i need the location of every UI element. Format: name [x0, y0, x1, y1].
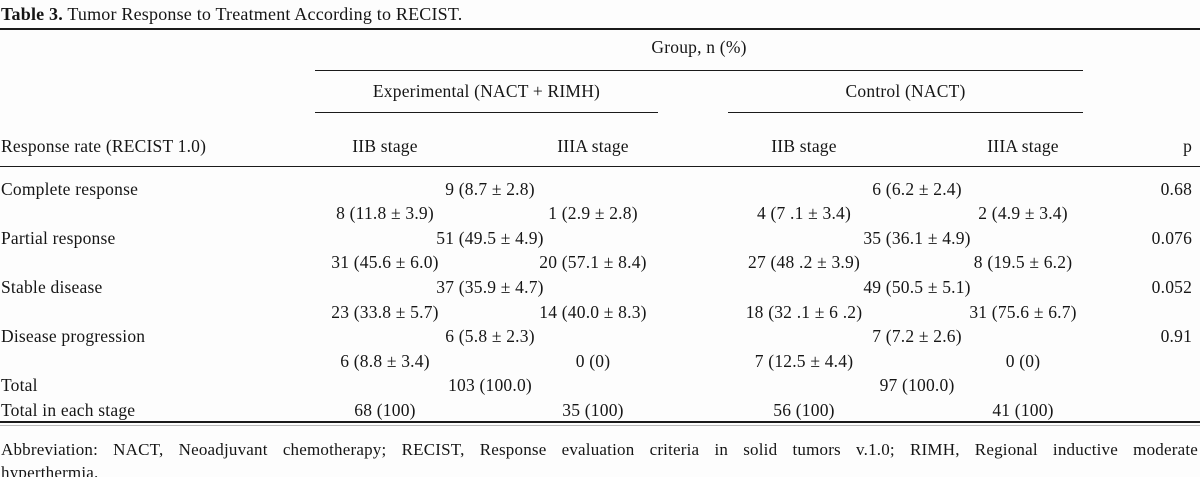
bottom-rule-echo [0, 424, 1200, 426]
empty-cell [0, 298, 282, 323]
empty-cell [1136, 30, 1200, 74]
p-value: 0.076 [1151, 227, 1193, 248]
exp-iiia-value: 20 (57.1 ± 8.4) [539, 252, 647, 273]
group-header-row: Group, n (%) [0, 30, 1200, 74]
table-row-complete-response: Complete response 9 (8.7 ± 2.8) 6 (6.2 ±… [0, 167, 1200, 200]
empty-cell [0, 74, 282, 115]
exp-iib-value: 8 (11.8 ± 3.9) [336, 203, 434, 224]
p-header: p [1136, 115, 1200, 167]
ctrl-total-value: 97 (100.0) [879, 375, 955, 396]
row-label: Disease progression [1, 326, 146, 347]
row-label: Partial response [1, 227, 116, 248]
stage-header-ctrl-iiia: IIIA stage [910, 115, 1137, 167]
table-row-partial-response: Partial response 51 (49.5 ± 4.9) 35 (36.… [0, 224, 1200, 249]
exp-combined-value: 9 (8.7 ± 2.8) [445, 178, 535, 199]
footnote-line-2: hyperthermia. [1, 463, 99, 477]
ctrl-iiia-value: 0 (0) [1005, 350, 1041, 371]
empty-cell [0, 347, 282, 372]
ctrl-iiia-value: 8 (19.5 ± 6.2) [973, 252, 1073, 273]
ctrl-iib-total: 56 (100) [698, 396, 910, 423]
empty-cell [1136, 347, 1200, 372]
experimental-header-label: Experimental (NACT + RIMH) [315, 74, 658, 113]
ctrl-combined-value: 49 (50.5 ± 5.1) [863, 276, 971, 297]
ctrl-iib-value: 18 (32 .1 ± 6 .2) [745, 301, 863, 322]
table-caption-number: Table 3. [1, 4, 63, 24]
stage-header-row: Response rate (RECIST 1.0) IIB stage III… [0, 115, 1200, 167]
exp-combined-value: 51 (49.5 ± 4.9) [436, 227, 544, 248]
ctrl-combined-value: 6 (6.2 ± 2.4) [872, 178, 962, 199]
ctrl-iiia-total: 41 (100) [910, 396, 1137, 423]
row-label: Total in each stage [0, 396, 282, 423]
p-value: 0.91 [1160, 326, 1193, 347]
table-row-disease-progression-stages: 6 (8.8 ± 3.4) 0 (0) 7 (12.5 ± 4.4) 0 (0) [0, 347, 1200, 372]
ctrl-iiia-value: 2 (4.9 ± 3.4) [978, 203, 1068, 224]
empty-cell [1136, 396, 1200, 423]
p-value: 0.68 [1160, 178, 1193, 199]
table-row-disease-progression: Disease progression 6 (5.8 ± 2.3) 7 (7.2… [0, 323, 1200, 348]
row-label: Complete response [1, 178, 139, 199]
ctrl-combined-value: 35 (36.1 ± 4.9) [863, 227, 971, 248]
ctrl-iib-value: 27 (48 .2 ± 3.9) [748, 252, 860, 273]
arm-header-row: Experimental (NACT + RIMH) Control (NACT… [0, 74, 1200, 115]
ctrl-iib-value: 4 (7 .1 ± 3.4) [756, 203, 852, 224]
empty-cell [1136, 200, 1200, 225]
table-row-total: Total 103 (100.0) 97 (100.0) [0, 372, 1200, 397]
exp-iiia-value: 14 (40.0 ± 8.3) [539, 301, 647, 322]
control-header-cell: Control (NACT) [698, 74, 1136, 115]
ctrl-iib-value: 7 (12.5 ± 4.4) [754, 350, 854, 371]
empty-cell [0, 249, 282, 274]
stage-header-ctrl-iib: IIB stage [698, 115, 910, 167]
footnote-line-1: Abbreviation: NACT, Neoadjuvant chemothe… [1, 439, 1198, 459]
row-label: Total [1, 375, 38, 396]
stage-header-exp-iiia: IIIA stage [488, 115, 698, 167]
empty-cell [0, 200, 282, 225]
table-row-stable-disease-stages: 23 (33.8 ± 5.7) 14 (40.0 ± 8.3) 18 (32 .… [0, 298, 1200, 323]
table-row-partial-response-stages: 31 (45.6 ± 6.0) 20 (57.1 ± 8.4) 27 (48 .… [0, 249, 1200, 274]
table-row-total-each-stage: Total in each stage 68 (100) 35 (100) 56… [0, 396, 1200, 423]
empty-cell [1136, 74, 1200, 115]
exp-iib-value: 31 (45.6 ± 6.0) [331, 252, 439, 273]
exp-iiia-total: 35 (100) [488, 396, 698, 423]
group-header-cell: Group, n (%) [282, 30, 1136, 74]
empty-cell [1136, 249, 1200, 274]
exp-iib-value: 6 (8.8 ± 3.4) [340, 350, 430, 371]
exp-combined-value: 37 (35.9 ± 4.7) [436, 276, 544, 297]
recist-table: Group, n (%) Experimental (NACT + RIMH) … [0, 30, 1200, 423]
exp-iib-total: 68 (100) [282, 396, 488, 423]
stage-header-exp-iib: IIB stage [282, 115, 488, 167]
table-body: Complete response 9 (8.7 ± 2.8) 6 (6.2 ±… [0, 167, 1200, 423]
exp-combined-value: 6 (5.8 ± 2.3) [445, 326, 535, 347]
exp-iiia-value: 1 (2.9 ± 2.8) [548, 203, 638, 224]
row-header-label: Response rate (RECIST 1.0) [0, 115, 282, 167]
ctrl-iiia-value: 31 (75.6 ± 6.7) [969, 301, 1077, 322]
table-caption-text: Tumor Response to Treatment According to… [62, 4, 463, 24]
row-label: Stable disease [1, 276, 103, 297]
table-footnote: Abbreviation: NACT, Neoadjuvant chemothe… [0, 438, 1200, 477]
group-header-label: Group, n (%) [315, 30, 1084, 71]
ctrl-combined-value: 7 (7.2 ± 2.6) [872, 326, 962, 347]
table-row-complete-response-stages: 8 (11.8 ± 3.9) 1 (2.9 ± 2.8) 4 (7 .1 ± 3… [0, 200, 1200, 225]
experimental-header-cell: Experimental (NACT + RIMH) [282, 74, 698, 115]
table-header: Group, n (%) Experimental (NACT + RIMH) … [0, 30, 1200, 167]
exp-iib-value: 23 (33.8 ± 5.7) [331, 301, 439, 322]
control-header-label: Control (NACT) [728, 74, 1084, 113]
empty-cell [1136, 298, 1200, 323]
exp-iiia-value: 0 (0) [575, 350, 611, 371]
p-value: 0.052 [1151, 276, 1193, 297]
empty-cell [1136, 372, 1200, 397]
empty-cell [0, 30, 282, 74]
table-caption: Table 3. Tumor Response to Treatment Acc… [0, 0, 1200, 30]
exp-total-value: 103 (100.0) [448, 375, 532, 396]
table-row-stable-disease: Stable disease 37 (35.9 ± 4.7) 49 (50.5 … [0, 273, 1200, 298]
